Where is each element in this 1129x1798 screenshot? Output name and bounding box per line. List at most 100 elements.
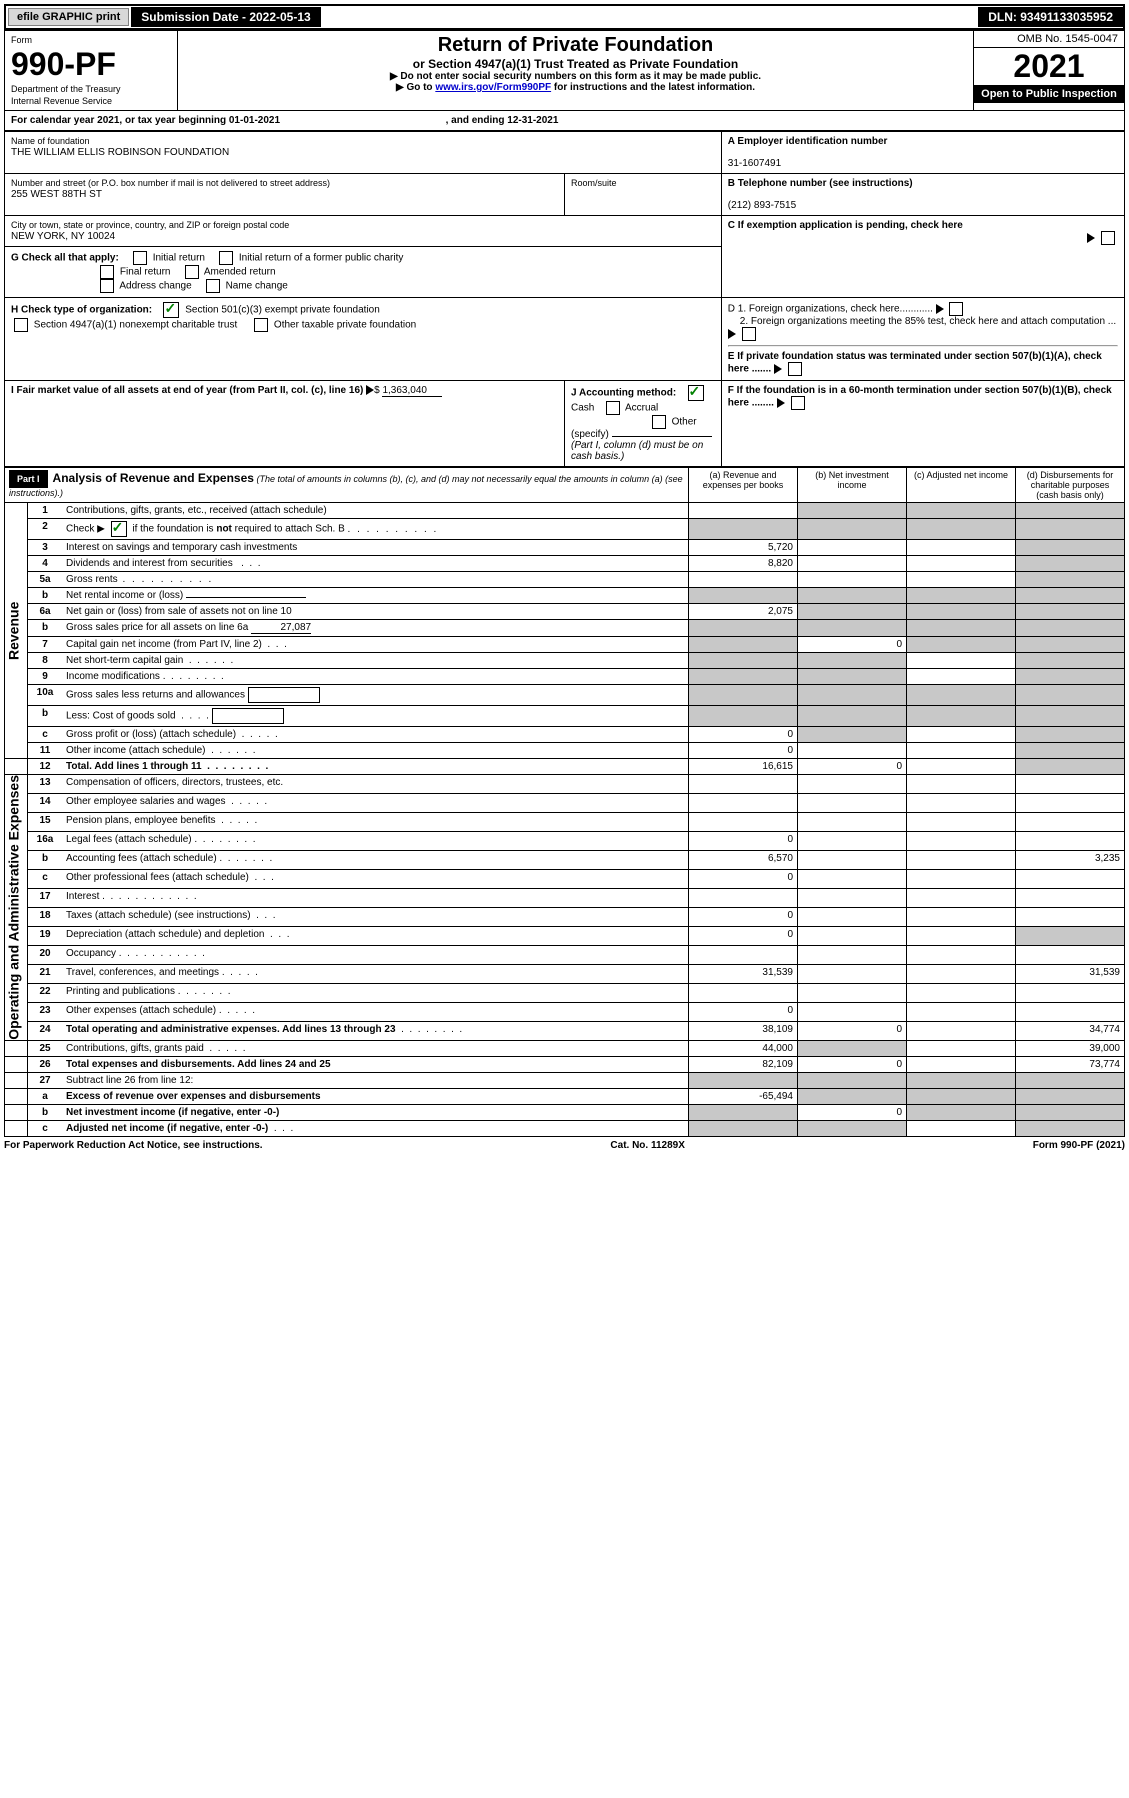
arrow-icon bbox=[366, 385, 374, 395]
schb-checkbox[interactable] bbox=[111, 521, 127, 537]
g-amended-checkbox[interactable] bbox=[185, 265, 199, 279]
line-desc: Excess of revenue over expenses and disb… bbox=[62, 1088, 689, 1104]
amt-a: 0 bbox=[689, 869, 798, 888]
line-desc: Total. Add lines 1 through 11 . . . . . … bbox=[62, 759, 689, 775]
d2-label: 2. Foreign organizations meeting the 85%… bbox=[728, 316, 1116, 327]
j-cash-checkbox[interactable] bbox=[688, 385, 704, 401]
form-header: Form 990-PF Department of the Treasury I… bbox=[4, 30, 1125, 111]
amt-b: 0 bbox=[798, 1056, 907, 1072]
amt-a: 0 bbox=[689, 1002, 798, 1021]
amt-a: 0 bbox=[689, 831, 798, 850]
amt-d: 73,774 bbox=[1016, 1056, 1125, 1072]
d1-label: D 1. Foreign organizations, check here..… bbox=[728, 304, 933, 315]
line-desc: Contributions, gifts, grants, etc., rece… bbox=[62, 503, 689, 519]
h-other-checkbox[interactable] bbox=[254, 318, 268, 332]
form-subtitle: or Section 4947(a)(1) Trust Treated as P… bbox=[184, 57, 967, 71]
amt-a: 0 bbox=[689, 743, 798, 759]
arrow-icon bbox=[936, 304, 944, 314]
g-initial-checkbox[interactable] bbox=[133, 251, 147, 265]
g-opt-4: Address change bbox=[119, 281, 191, 292]
line-desc: Occupancy . . . . . . . . . . . bbox=[62, 945, 689, 964]
d2-checkbox[interactable] bbox=[742, 327, 756, 341]
h-501c3-checkbox[interactable] bbox=[163, 302, 179, 318]
cat-no: Cat. No. 11289X bbox=[610, 1140, 684, 1151]
line-num: 25 bbox=[28, 1040, 63, 1056]
line-num: b bbox=[28, 588, 63, 604]
j-cash: Cash bbox=[571, 403, 594, 414]
line-num: 6a bbox=[28, 604, 63, 620]
amt-b: 0 bbox=[798, 759, 907, 775]
amt-a: 44,000 bbox=[689, 1040, 798, 1056]
dln-label: DLN: 93491133035952 bbox=[978, 7, 1123, 27]
g-name-checkbox[interactable] bbox=[206, 279, 220, 293]
line-desc: Other employee salaries and wages . . . … bbox=[62, 793, 689, 812]
room-label: Room/suite bbox=[571, 178, 617, 188]
dept-label: Department of the Treasury bbox=[11, 84, 121, 94]
line-desc: Gross sales less returns and allowances bbox=[62, 685, 689, 706]
part1-table: Part I Analysis of Revenue and Expenses … bbox=[4, 467, 1125, 1137]
g-opt-0: Initial return bbox=[153, 253, 205, 264]
c-checkbox[interactable] bbox=[1101, 231, 1115, 245]
g-final-checkbox[interactable] bbox=[100, 265, 114, 279]
form-word: Form bbox=[11, 35, 32, 45]
amt-a: 31,539 bbox=[689, 964, 798, 983]
line-num: 15 bbox=[28, 812, 63, 831]
j-accrual-checkbox[interactable] bbox=[606, 401, 620, 415]
form990pf-link[interactable]: www.irs.gov/Form990PF bbox=[435, 82, 551, 93]
entity-info: Name of foundation THE WILLIAM ELLIS ROB… bbox=[4, 131, 1125, 467]
line-num: 10a bbox=[28, 685, 63, 706]
arrow-icon bbox=[774, 364, 782, 374]
arrow-icon bbox=[728, 329, 736, 339]
line-desc: Pension plans, employee benefits . . . .… bbox=[62, 812, 689, 831]
amt-a: 0 bbox=[689, 907, 798, 926]
efile-print-button[interactable]: efile GRAPHIC print bbox=[8, 8, 129, 26]
g-opt-1: Initial return of a former public charit… bbox=[239, 253, 404, 264]
h-4947: Section 4947(a)(1) nonexempt charitable … bbox=[34, 320, 237, 331]
line-num: 1 bbox=[28, 503, 63, 519]
amt-a: 38,109 bbox=[689, 1021, 798, 1040]
paperwork-notice: For Paperwork Reduction Act Notice, see … bbox=[4, 1140, 263, 1151]
col-a-header: (a) Revenue and expenses per books bbox=[689, 468, 798, 503]
line-desc: Legal fees (attach schedule) . . . . . .… bbox=[62, 831, 689, 850]
line-desc: Net investment income (if negative, ente… bbox=[62, 1104, 689, 1120]
goto-instruction: ▶ Go to www.irs.gov/Form990PF for instru… bbox=[184, 82, 967, 93]
line-num: a bbox=[28, 1088, 63, 1104]
f-label: F If the foundation is in a 60-month ter… bbox=[728, 385, 1112, 409]
j-other-checkbox[interactable] bbox=[652, 415, 666, 429]
col-d-header: (d) Disbursements for charitable purpose… bbox=[1016, 468, 1125, 503]
part1-badge: Part I bbox=[9, 470, 48, 488]
inline-val: 27,087 bbox=[251, 622, 311, 634]
line-num: b bbox=[28, 1104, 63, 1120]
amt-a: -65,494 bbox=[689, 1088, 798, 1104]
line-desc: Total expenses and disbursements. Add li… bbox=[62, 1056, 689, 1072]
line-num: c bbox=[28, 869, 63, 888]
line-num: b bbox=[28, 706, 63, 727]
d1-checkbox[interactable] bbox=[949, 302, 963, 316]
line-num: 7 bbox=[28, 637, 63, 653]
goto-post: for instructions and the latest informat… bbox=[551, 82, 755, 93]
phone-value: (212) 893-7515 bbox=[728, 200, 796, 211]
line-desc: Subtract line 26 from line 12: bbox=[62, 1072, 689, 1088]
g-former-checkbox[interactable] bbox=[219, 251, 233, 265]
g-address-checkbox[interactable] bbox=[100, 279, 114, 293]
line-num: 20 bbox=[28, 945, 63, 964]
tax-year: 2021 bbox=[974, 48, 1124, 85]
e-checkbox[interactable] bbox=[788, 362, 802, 376]
line-desc: Capital gain net income (from Part IV, l… bbox=[62, 637, 689, 653]
amt-a: 16,615 bbox=[689, 759, 798, 775]
f-checkbox[interactable] bbox=[791, 396, 805, 410]
j-accrual: Accrual bbox=[625, 403, 658, 414]
arrow-icon bbox=[777, 398, 785, 408]
c-label: C If exemption application is pending, c… bbox=[728, 220, 963, 231]
g-opt-2: Final return bbox=[120, 267, 171, 278]
form-number: 990-PF bbox=[11, 46, 116, 82]
fmv-value: 1,363,040 bbox=[382, 385, 442, 397]
line-num: 17 bbox=[28, 888, 63, 907]
line-num: 19 bbox=[28, 926, 63, 945]
h-4947-checkbox[interactable] bbox=[14, 318, 28, 332]
goto-pre: ▶ Go to bbox=[396, 82, 435, 93]
expenses-label: Operating and Administrative Expenses bbox=[5, 775, 28, 1041]
line-desc: Accounting fees (attach schedule) . . . … bbox=[62, 850, 689, 869]
line-desc: Contributions, gifts, grants paid . . . … bbox=[62, 1040, 689, 1056]
h-other: Other taxable private foundation bbox=[274, 320, 416, 331]
